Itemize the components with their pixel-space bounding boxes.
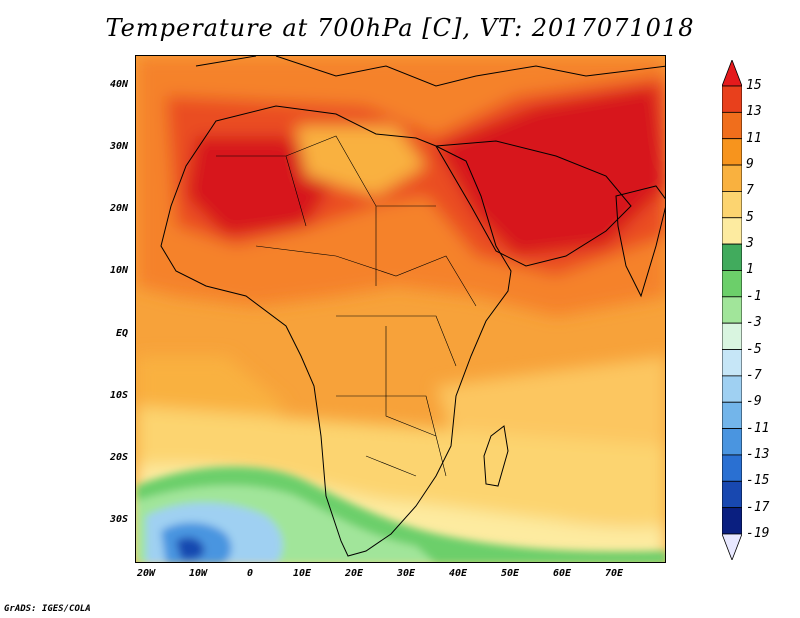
colorbar-segment — [722, 164, 742, 192]
country-borders — [216, 135, 477, 477]
colorbar-segment — [722, 322, 742, 350]
colorbar-top-triangle — [722, 60, 742, 87]
lon-label-30e: 30E — [396, 568, 416, 579]
field-sahara-core — [186, 136, 336, 236]
madagascar-coastline — [483, 425, 509, 487]
india-coastline — [615, 185, 665, 298]
lat-label-20s: 20S — [109, 452, 128, 463]
colorbar-segment — [722, 428, 742, 456]
colorbar-label: -3 — [746, 315, 762, 331]
colorbar-label: 15 — [746, 78, 762, 93]
lat-label-30s: 30S — [109, 514, 128, 525]
colorbar-label: -19 — [746, 526, 770, 541]
lon-label-20w: 20W — [136, 568, 156, 579]
lat-label-10n: 10N — [109, 265, 128, 276]
africa-coastline — [160, 105, 512, 557]
lon-label-10w: 10W — [188, 568, 208, 579]
grads-credit: GrADS: IGES/COLA — [4, 604, 91, 614]
lon-label-0: 0 — [246, 568, 254, 579]
map-canvas — [136, 56, 665, 562]
arabia-coastline — [435, 140, 632, 267]
lon-label-70e: 70E — [604, 568, 624, 579]
colorbar-segment — [722, 401, 742, 429]
colorbar-segment — [722, 454, 742, 482]
colorbar-segment — [722, 270, 742, 298]
colorbar-label: -7 — [746, 367, 762, 383]
colorbar-segment — [722, 111, 742, 140]
lon-label-40e: 40E — [448, 568, 468, 579]
lon-label-20e: 20E — [344, 568, 364, 579]
colorbar-label: -5 — [746, 341, 762, 357]
field-arabia-core — [436, 86, 665, 256]
colorbar-label: 3 — [746, 236, 754, 252]
coastlines — [160, 56, 665, 557]
lon-label-10e: 10E — [292, 568, 312, 579]
map-title: Temperature at 700hPa [C], VT: 201707101… — [105, 14, 695, 42]
field-cold-core — [176, 537, 205, 560]
lon-label-60e: 60E — [552, 568, 572, 579]
colorbar-segment — [722, 217, 742, 245]
colorbar-label: -11 — [746, 420, 770, 436]
colorbar-label: 9 — [746, 157, 754, 173]
colorbar-label: -15 — [746, 473, 770, 489]
colorbar-label: -9 — [746, 394, 762, 410]
colorbar-segment — [722, 480, 742, 509]
colorbar-segment — [722, 349, 742, 377]
colorbar-segment — [722, 243, 742, 271]
colorbar-segment — [722, 296, 742, 324]
colorbar-segment — [722, 375, 742, 403]
colorbar-label: -13 — [746, 446, 770, 462]
colorbar-segment — [722, 85, 742, 113]
lon-label-50e: 50E — [500, 568, 520, 579]
colorbar-segment — [722, 507, 742, 535]
colorbar — [722, 60, 742, 560]
lat-label-eq: EQ — [115, 328, 128, 339]
colorbar-label: 5 — [746, 209, 754, 225]
colorbar-label: -1 — [746, 288, 762, 304]
temperature-map — [135, 55, 666, 563]
colorbar-label: 1 — [746, 262, 754, 278]
lat-label-10s: 10S — [109, 390, 128, 401]
europe-coastline — [195, 56, 665, 87]
colorbar-segment — [722, 138, 742, 166]
lat-label-20n: 20N — [109, 203, 128, 214]
field-med-mild — [296, 126, 426, 196]
colorbar-bottom-triangle — [722, 533, 742, 560]
colorbar-label: 13 — [746, 104, 762, 120]
lat-label-30n: 30N — [109, 141, 128, 152]
colorbar-label: 7 — [746, 183, 754, 199]
colorbar-label: 11 — [746, 130, 762, 146]
lat-label-40n: 40N — [109, 79, 128, 90]
colorbar-label: -17 — [746, 499, 770, 515]
colorbar-segment — [722, 191, 742, 219]
